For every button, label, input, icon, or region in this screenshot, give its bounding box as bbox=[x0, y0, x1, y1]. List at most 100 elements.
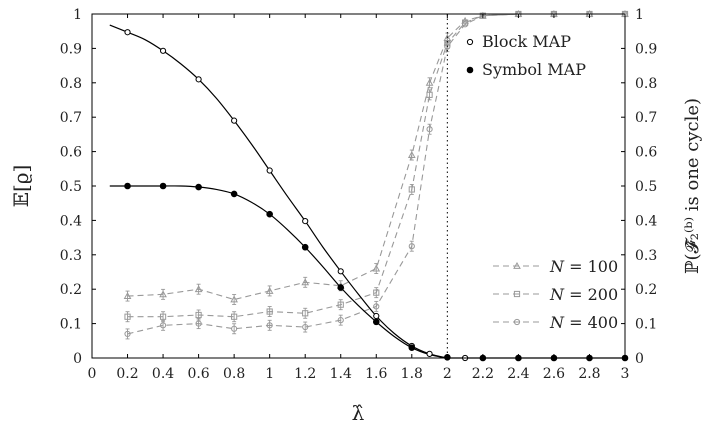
data-point-circle bbox=[462, 21, 469, 28]
block-map-point bbox=[159, 47, 167, 54]
y-tick-label-right: 0.5 bbox=[635, 179, 657, 195]
y-axis-label-right: ℙ(𝓕̂₂⁽ᵇ⁾ is one cycle) bbox=[682, 98, 703, 274]
x-tick-label: 2.4 bbox=[507, 366, 529, 382]
legend-label: Block MAP bbox=[482, 32, 571, 51]
legend-marker-circle bbox=[513, 318, 521, 326]
data-point-square bbox=[408, 186, 415, 193]
data-point-triangle bbox=[265, 286, 274, 294]
x-tick-label: 1.2 bbox=[294, 366, 316, 382]
data-point-square bbox=[195, 311, 202, 319]
y-tick-label-right: 0.4 bbox=[635, 213, 657, 229]
data-point-square bbox=[231, 313, 238, 320]
y-tick-label-right: 0.7 bbox=[635, 110, 657, 126]
data-point-square bbox=[302, 310, 309, 317]
y-tick-label-left: 0 bbox=[73, 351, 82, 367]
data-point-triangle bbox=[230, 295, 238, 303]
data-point-circle bbox=[426, 126, 433, 133]
block-map-point bbox=[302, 217, 309, 225]
data-point-triangle bbox=[461, 16, 469, 24]
x-axis-label: λ̂ bbox=[352, 401, 365, 425]
y-tick-label-left: 0.6 bbox=[60, 145, 82, 161]
y-tick-label-left: 0.8 bbox=[60, 76, 82, 92]
data-point-circle bbox=[231, 325, 238, 332]
data-point-square bbox=[159, 313, 167, 320]
y-tick-label-right: 1 bbox=[635, 7, 644, 23]
x-tick-label: 2 bbox=[443, 366, 452, 382]
block-map-point bbox=[124, 29, 131, 36]
block-map-point bbox=[337, 268, 344, 275]
data-point-square bbox=[462, 19, 469, 26]
y-tick-label-left: 0.3 bbox=[60, 248, 82, 264]
x-tick-label: 0.4 bbox=[152, 366, 174, 382]
block-map-point bbox=[231, 117, 238, 124]
y-tick-label-right: 0.9 bbox=[635, 41, 657, 57]
x-tick-label: 2.8 bbox=[578, 366, 600, 382]
x-tick-label: 0.2 bbox=[116, 366, 138, 382]
data-point-circle bbox=[408, 243, 415, 250]
x-tick-label: 1.8 bbox=[401, 366, 423, 382]
data-point-triangle bbox=[372, 264, 381, 272]
data-point-circle bbox=[373, 303, 380, 310]
data-point-square bbox=[373, 289, 380, 296]
data-point-circle bbox=[159, 322, 167, 329]
legend-marker-open-circle bbox=[466, 38, 474, 46]
symbol-map-point bbox=[337, 284, 345, 291]
symbol-map-point bbox=[159, 182, 167, 190]
data-point-circle bbox=[479, 12, 486, 19]
y-tick-label-right: 0.2 bbox=[635, 282, 657, 298]
x-tick-label: 0.6 bbox=[187, 366, 209, 382]
x-tick-label: 1.4 bbox=[330, 366, 352, 382]
block-map-point bbox=[426, 350, 433, 357]
legend-label: N = 100 bbox=[549, 257, 618, 276]
y-tick-label-left: 0.7 bbox=[60, 110, 82, 126]
symbol-map-point bbox=[124, 182, 131, 190]
y-tick-label-right: 0.1 bbox=[635, 317, 657, 333]
legend-marker-triangle bbox=[513, 261, 521, 269]
x-tick-label: 2.6 bbox=[543, 366, 565, 382]
y-tick-label-right: 0.3 bbox=[635, 248, 657, 264]
y-tick-label-right: 0 bbox=[635, 351, 644, 367]
legend-label: N = 200 bbox=[549, 285, 618, 304]
data-point-circle bbox=[302, 323, 309, 331]
x-tick-label: 1 bbox=[265, 366, 274, 382]
data-point-triangle bbox=[194, 285, 203, 293]
block-map-point bbox=[266, 167, 273, 174]
data-point-triangle bbox=[301, 278, 310, 286]
x-tick-label: 1.6 bbox=[365, 366, 387, 382]
symbol-map-point bbox=[408, 344, 416, 351]
y-tick-label-right: 0.8 bbox=[635, 76, 657, 92]
data-point-circle bbox=[124, 330, 131, 338]
data-point-square bbox=[266, 308, 273, 315]
block-map-point bbox=[195, 76, 202, 83]
tick-labels: 0 0.2 0.4 0.6 0.8 1 1.2 1.4 1.6 1.8 2 2.2 2.4 2.6 2.8 3… bbox=[60, 7, 658, 382]
y-tick-label-left: 0.4 bbox=[60, 213, 82, 229]
y-tick-label-left: 0.2 bbox=[60, 282, 82, 298]
legend-marker-filled-circle bbox=[466, 66, 474, 74]
x-tick-label: 2.2 bbox=[472, 366, 494, 382]
data-point-triangle bbox=[123, 292, 132, 299]
x-tick-label: 0 bbox=[88, 366, 97, 382]
legend: Block MAP Symbol MAP N = 100 N = 200 N = 400 bbox=[466, 32, 618, 332]
y-tick-label-left: 0.5 bbox=[60, 179, 82, 195]
x-tick-label: 0.8 bbox=[223, 366, 245, 382]
y-tick-label-left: 0.1 bbox=[60, 317, 82, 333]
data-point-square bbox=[426, 91, 433, 98]
data-point-circle bbox=[195, 320, 202, 327]
data-point-square bbox=[124, 313, 131, 320]
symbol-map-point bbox=[301, 243, 309, 251]
data-point-circle bbox=[266, 322, 273, 329]
block-map-curve bbox=[109, 24, 448, 359]
symbol-map-point bbox=[372, 318, 380, 326]
symbol-map-point bbox=[195, 183, 202, 191]
legend-label: N = 400 bbox=[549, 313, 618, 332]
symbol-map-point bbox=[230, 190, 238, 198]
data-point-triangle bbox=[407, 151, 416, 158]
axes bbox=[91, 13, 626, 359]
block-map-point bbox=[373, 312, 380, 320]
data-point-triangle bbox=[425, 78, 434, 86]
data-point-square bbox=[337, 301, 344, 308]
y-tick-label-left: 0.9 bbox=[60, 41, 82, 57]
x-tick-label: 3 bbox=[621, 366, 630, 382]
data-point-triangle bbox=[159, 290, 167, 298]
